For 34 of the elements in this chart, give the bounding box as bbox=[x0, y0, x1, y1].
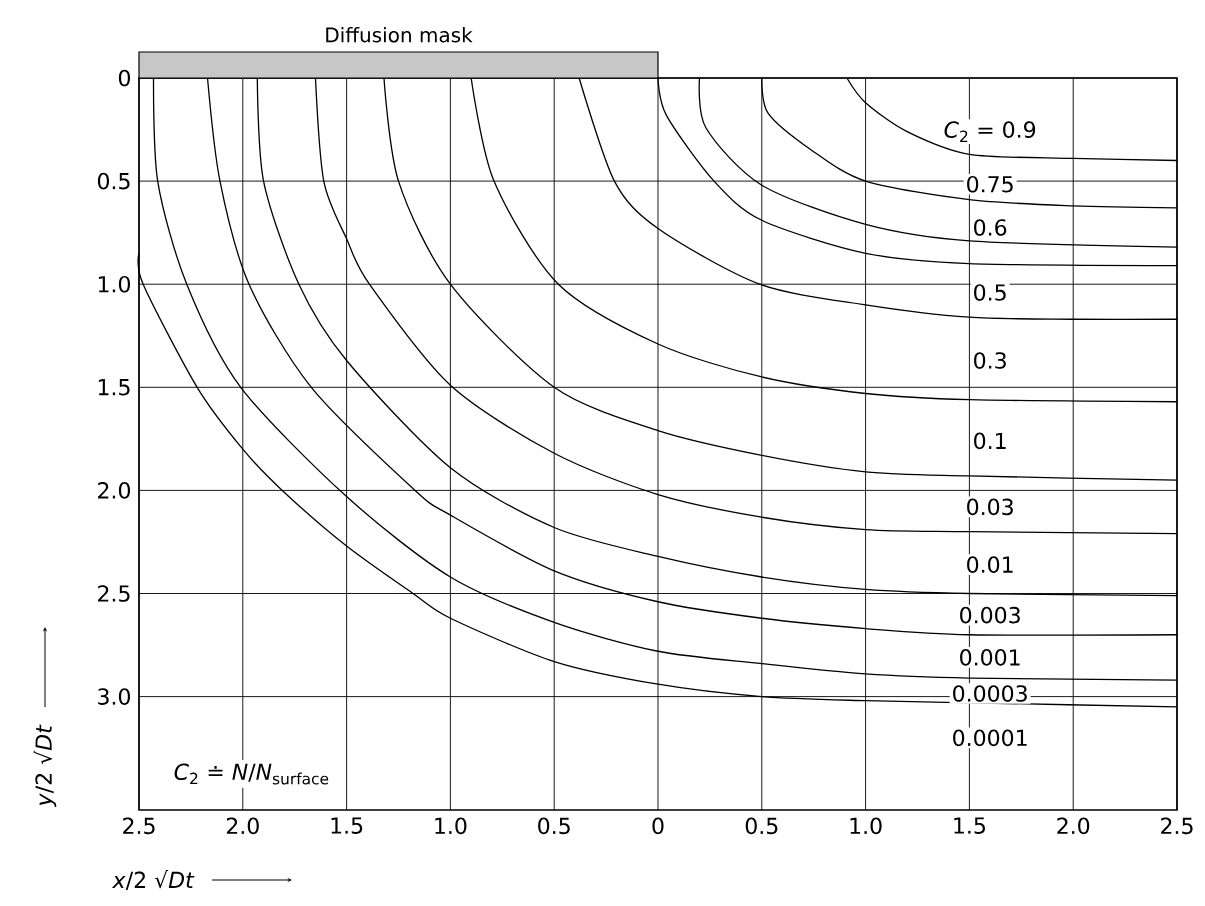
x-tick-label: 0 bbox=[652, 817, 664, 835]
series-label: 0.0001 bbox=[953, 729, 1027, 747]
x-tick-label: 0.5 bbox=[538, 817, 570, 835]
series-label: 0.5 bbox=[974, 284, 1006, 301]
series-label: 0.03 bbox=[967, 498, 1013, 516]
series-label: 0.75 bbox=[967, 175, 1013, 193]
x-tick-label: 2.5 bbox=[1161, 817, 1193, 835]
series-label: 0.01 bbox=[967, 556, 1013, 573]
y-tick-label: 1.5 bbox=[98, 379, 130, 396]
series-label: 0.6 bbox=[974, 219, 1007, 236]
x-tick-label: 0.5 bbox=[745, 817, 778, 835]
series-label: 0.003 bbox=[960, 606, 1020, 624]
x-tick-label: 1.5 bbox=[331, 817, 363, 834]
x-axis-title: x/2 √Dt bbox=[111, 870, 195, 890]
y-tick-label: 0 bbox=[118, 69, 130, 87]
series-label: 0.0003 bbox=[953, 685, 1027, 702]
x-tick-label: 1.0 bbox=[850, 817, 882, 835]
series-label: 0.1 bbox=[974, 432, 1006, 450]
x-tick-label: 2.0 bbox=[226, 817, 259, 835]
y-tick-label: 2.5 bbox=[98, 585, 130, 602]
annotation: C$_{2}$ ≐ N/N$_{surface}$ bbox=[174, 763, 329, 785]
y-tick-label: 0.5 bbox=[97, 172, 130, 190]
x-tick-label: 2.5 bbox=[123, 817, 155, 835]
series-label: C$_{2}$ = 0.9 bbox=[944, 121, 1036, 142]
x-tick-label: 2.0 bbox=[1057, 817, 1090, 835]
x-tick-label: 1.0 bbox=[435, 817, 467, 835]
series-label: 0.001 bbox=[960, 649, 1020, 666]
y-tick-label: 1.0 bbox=[98, 275, 130, 293]
y-tick-label: 3.0 bbox=[98, 688, 130, 705]
y-tick-label: 2.0 bbox=[98, 482, 130, 499]
series-label: 0.3 bbox=[974, 352, 1006, 369]
y-axis-title: y/2 √Dt bbox=[33, 724, 57, 808]
x-tick-label: 1.5 bbox=[954, 817, 985, 834]
text: Diffusion mask bbox=[326, 26, 473, 43]
